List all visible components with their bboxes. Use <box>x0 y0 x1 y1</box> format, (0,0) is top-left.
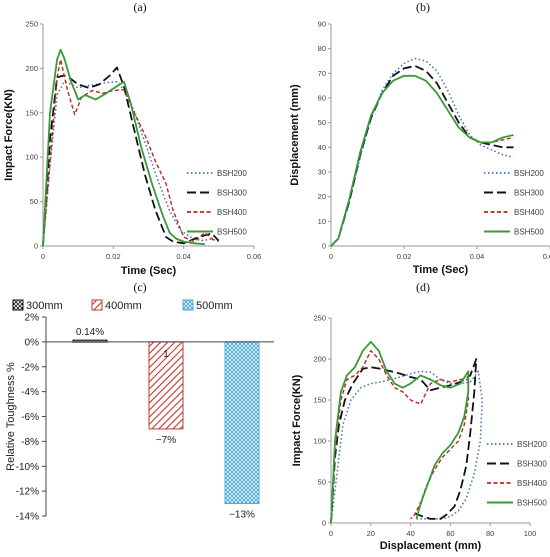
legend-label: 300mm <box>26 300 63 312</box>
y-tick-label: 50 <box>30 197 38 206</box>
x-axis-title: Displacement (mm) <box>380 540 482 552</box>
x-tick-label: 0 <box>329 252 333 261</box>
x-axis-title: Time (Sec) <box>413 264 469 276</box>
panel-title: (c) <box>133 280 146 294</box>
legend-label: 500mm <box>196 300 233 312</box>
legend-swatch <box>91 299 103 311</box>
y-tick-label: 0 <box>34 242 38 251</box>
legend: 300mm 400mm 500mm <box>12 299 233 312</box>
x-tick-label: 0.06 <box>247 252 262 261</box>
y-tick-label: 20 <box>318 192 326 201</box>
legend-swatch <box>12 299 24 311</box>
x-tick-label: 0.02 <box>397 252 412 261</box>
y-tick-label: 250 <box>313 314 326 323</box>
y-tick-label: 2% <box>25 313 40 324</box>
x-tick-label: 0 <box>41 252 45 261</box>
y-tick-label: 200 <box>25 64 38 73</box>
panel-title: (b) <box>416 0 430 14</box>
legend-swatch <box>182 299 194 311</box>
y-tick-label: 100 <box>25 153 38 162</box>
series-line-bsh200 <box>42 80 220 247</box>
x-tick-label: 40 <box>406 529 414 538</box>
y-tick-label: -10% <box>16 462 39 473</box>
y-tick-label: 0 <box>322 242 326 251</box>
legend: BSH200 BSH300 BSH400 BSH500 <box>187 169 247 237</box>
series-line-bsh200 <box>330 57 514 247</box>
y-axis-title: Relative Toughness % <box>5 362 17 471</box>
y-axis-title: Displacement (mm) <box>289 84 301 186</box>
y-tick-label: 0 <box>322 519 326 528</box>
y-tick-label: -4% <box>21 387 39 398</box>
x-tick-label: 100 <box>524 529 537 538</box>
x-axis-title: Time (Sec) <box>121 265 177 277</box>
legend-label: BSH400 <box>517 479 547 488</box>
panel-title: (a) <box>133 0 146 14</box>
legend: BSH200 BSH300 BSH400 BSH500 <box>484 169 544 237</box>
legend-label: BSH300 <box>517 460 547 469</box>
y-tick-label: 200 <box>313 355 326 364</box>
y-tick-label: 250 <box>25 20 38 29</box>
series-line-bsh400 <box>42 58 216 247</box>
y-tick-label: 150 <box>25 108 38 117</box>
legend-label: BSH200 <box>517 440 547 449</box>
y-tick-label: -8% <box>21 437 39 448</box>
y-tick-label: 50 <box>318 118 326 127</box>
x-tick-label: 0.04 <box>470 252 485 261</box>
x-tick-label: 0 <box>329 529 333 538</box>
chart-panel-3: 0 50 100 150 200 250 0 20 40 60 80 100 (d) Displaceme… <box>291 280 547 552</box>
chart-panel-0: 0 50 100 150 200 250 0 0.02 0.04 0.06 (a) Time (Sec… <box>3 0 261 277</box>
legend-label: BSH300 <box>514 189 544 198</box>
y-axis-title: Impact Force(KN) <box>3 89 15 181</box>
legend-label: BSH300 <box>217 189 247 198</box>
series-line-bsh500 <box>330 74 514 247</box>
series-line-bsh500 <box>42 48 205 247</box>
data-label: 0.14% <box>76 327 104 338</box>
panel-title: (d) <box>416 280 430 294</box>
y-tick-label: -2% <box>21 362 39 373</box>
legend-label: BSH400 <box>217 208 247 217</box>
y-tick-label: -14% <box>16 512 39 523</box>
data-label: −7% <box>156 435 176 446</box>
y-tick-label: 150 <box>313 396 326 405</box>
y-tick-label: -6% <box>21 412 39 423</box>
y-tick-label: 100 <box>313 437 326 446</box>
y-tick-label: 60 <box>318 94 326 103</box>
series-line-bsh200 <box>330 370 483 524</box>
legend-label: BSH200 <box>514 169 544 178</box>
x-tick-label: 0.02 <box>106 252 121 261</box>
x-tick-label: 0.04 <box>176 252 191 261</box>
legend-label: BSH500 <box>517 499 547 508</box>
y-tick-label: 40 <box>318 143 326 152</box>
data-label: −13% <box>229 510 255 521</box>
bar-500mm <box>224 341 260 505</box>
legend-label: 400mm <box>105 300 142 312</box>
x-tick-label: 20 <box>367 529 375 538</box>
x-tick-label: 0.06 <box>543 252 550 261</box>
series-line-bsh500 <box>330 340 470 524</box>
legend-label: BSH400 <box>514 208 544 217</box>
legend-label: BSH200 <box>217 169 247 178</box>
chart-panel-1: 0 10 20 30 40 50 60 70 80 90 0 0.02 0.04 0.06 (b) Time … <box>289 0 550 276</box>
y-tick-label: 70 <box>318 69 326 78</box>
y-tick-label: 10 <box>318 217 326 226</box>
x-tick-label: 60 <box>446 529 454 538</box>
x-tick-label: 80 <box>486 529 494 538</box>
series-line-bsh300 <box>330 65 514 247</box>
y-tick-label: 80 <box>318 44 326 53</box>
y-axis-title: Impact Force(KN) <box>291 374 303 466</box>
bar-400mm <box>148 341 184 430</box>
legend: BSH200 BSH300 BSH400 BSH500 <box>487 440 547 508</box>
y-tick-label: 0% <box>25 337 40 348</box>
y-tick-label: 90 <box>318 20 326 29</box>
y-tick-label: 30 <box>318 168 326 177</box>
bar-annotation: 1 <box>163 349 169 360</box>
legend-label: BSH500 <box>514 228 544 237</box>
chart-panel-2: (c) 2% 0% -2% -4% -6% -8% -10% -12% -14% Relative … <box>5 280 274 523</box>
y-tick-label: 50 <box>318 478 326 487</box>
y-tick-label: -12% <box>16 487 39 498</box>
legend-label: BSH500 <box>217 228 247 237</box>
